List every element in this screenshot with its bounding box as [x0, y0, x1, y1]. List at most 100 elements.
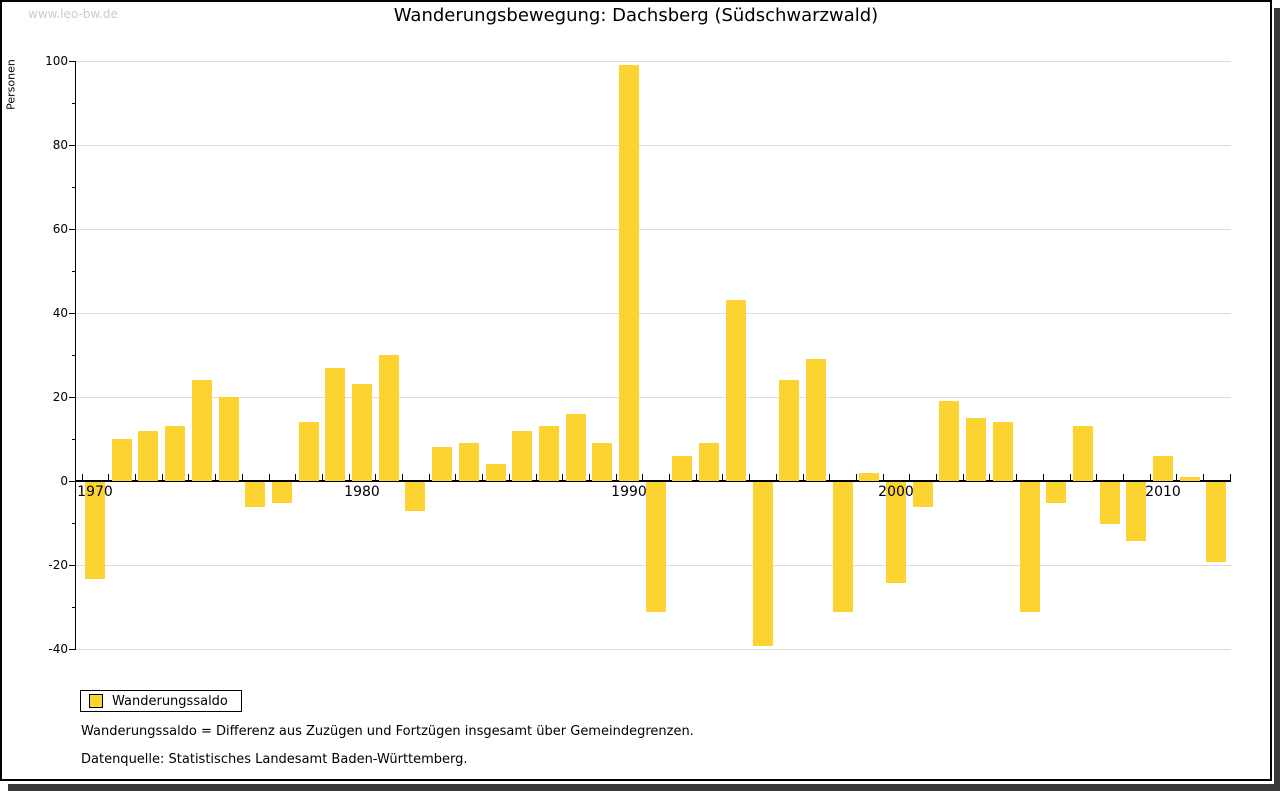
x-axis-tick	[1043, 474, 1044, 480]
x-axis-tick	[642, 474, 643, 480]
x-axis-tick	[883, 474, 884, 480]
bar	[405, 482, 425, 511]
x-axis-tick	[215, 474, 216, 480]
x-axis-tick	[82, 474, 83, 480]
y-tick-label: 0	[60, 474, 68, 488]
x-axis-tick	[375, 474, 376, 480]
x-axis-tick	[1150, 474, 1151, 480]
bar	[859, 472, 879, 481]
x-axis-tick	[1096, 474, 1097, 480]
x-axis-tick	[1203, 474, 1204, 480]
bar	[833, 482, 853, 612]
bar	[779, 380, 799, 482]
y-axis-minor-tick	[72, 523, 75, 524]
y-axis-tick	[69, 397, 75, 398]
y-tick-label: 40	[52, 306, 68, 320]
x-tick-label: 1970	[77, 484, 113, 500]
bar	[352, 384, 372, 482]
x-axis-tick	[536, 474, 537, 480]
x-axis-tick	[589, 474, 590, 480]
x-axis-tick	[829, 474, 830, 480]
legend: Wanderungssaldo	[80, 690, 242, 712]
y-tick-label: 20	[52, 390, 68, 404]
x-axis-tick	[349, 474, 350, 480]
y-tick-label: -40	[48, 642, 68, 656]
x-axis-tick	[455, 474, 456, 480]
x-tick-label: 2000	[878, 484, 914, 500]
x-axis-tick	[1016, 474, 1017, 480]
bar	[993, 422, 1013, 482]
x-axis-tick	[749, 474, 750, 480]
bar	[299, 422, 319, 482]
bar	[165, 426, 185, 482]
y-axis-minor-tick	[72, 187, 75, 188]
y-tick-label: -20	[48, 558, 68, 572]
y-axis-minor-tick	[72, 103, 75, 104]
x-axis-tick	[135, 474, 136, 480]
x-axis-tick	[295, 474, 296, 480]
footnote-source: Datenquelle: Statistisches Landesamt Bad…	[81, 752, 468, 767]
y-tick-label: 100	[45, 54, 68, 68]
bar	[539, 426, 559, 482]
x-axis-tick	[909, 474, 910, 480]
y-axis-tick	[69, 649, 75, 650]
gridline	[75, 60, 1231, 62]
x-axis-tick	[696, 474, 697, 480]
bar	[432, 447, 452, 482]
bar	[1020, 482, 1040, 612]
bar	[245, 482, 265, 507]
y-axis-tick	[69, 61, 75, 62]
x-axis-line	[75, 480, 1231, 482]
x-axis-tick	[1123, 474, 1124, 480]
bar	[1206, 482, 1226, 562]
x-axis-tick	[429, 474, 430, 480]
x-axis-tick	[856, 474, 857, 480]
bar	[512, 430, 532, 481]
x-axis-tick	[776, 474, 777, 480]
bar	[272, 482, 292, 503]
bar	[806, 359, 826, 482]
x-axis-tick	[1230, 474, 1231, 480]
bar	[192, 380, 212, 482]
bar	[112, 439, 132, 481]
x-axis-tick	[936, 474, 937, 480]
x-axis-tick	[989, 474, 990, 480]
y-axis-minor-tick	[72, 271, 75, 272]
x-axis-tick	[482, 474, 483, 480]
y-tick-label: 60	[52, 222, 68, 236]
x-axis-tick	[269, 474, 270, 480]
x-axis-tick	[242, 474, 243, 480]
gridline	[75, 396, 1231, 398]
x-axis-tick	[803, 474, 804, 480]
x-axis-tick	[509, 474, 510, 480]
x-axis-tick	[108, 474, 109, 480]
gridline	[75, 144, 1231, 146]
y-axis-minor-tick	[72, 607, 75, 608]
legend-label: Wanderungssaldo	[112, 693, 228, 709]
gridline	[75, 648, 1231, 650]
x-axis-tick	[722, 474, 723, 480]
x-axis-tick	[162, 474, 163, 480]
bar	[726, 300, 746, 482]
y-axis-tick	[69, 565, 75, 566]
bar	[939, 401, 959, 482]
x-tick-label: 1980	[344, 484, 380, 500]
bar	[566, 413, 586, 481]
bar	[1153, 455, 1173, 481]
bar	[1046, 482, 1066, 503]
bar	[619, 65, 639, 482]
bar	[699, 443, 719, 482]
drop-shadow-right	[1274, 8, 1280, 791]
x-axis-tick	[963, 474, 964, 480]
drop-shadow-bottom	[8, 784, 1280, 791]
y-axis-minor-tick	[72, 355, 75, 356]
x-axis-tick	[188, 474, 189, 480]
bar	[913, 482, 933, 507]
bar	[1180, 476, 1200, 481]
chart-title: Wanderungsbewegung: Dachsberg (Südschwar…	[393, 5, 879, 26]
x-tick-label: 1990	[611, 484, 647, 500]
gridline	[75, 312, 1231, 314]
y-axis-tick	[69, 313, 75, 314]
